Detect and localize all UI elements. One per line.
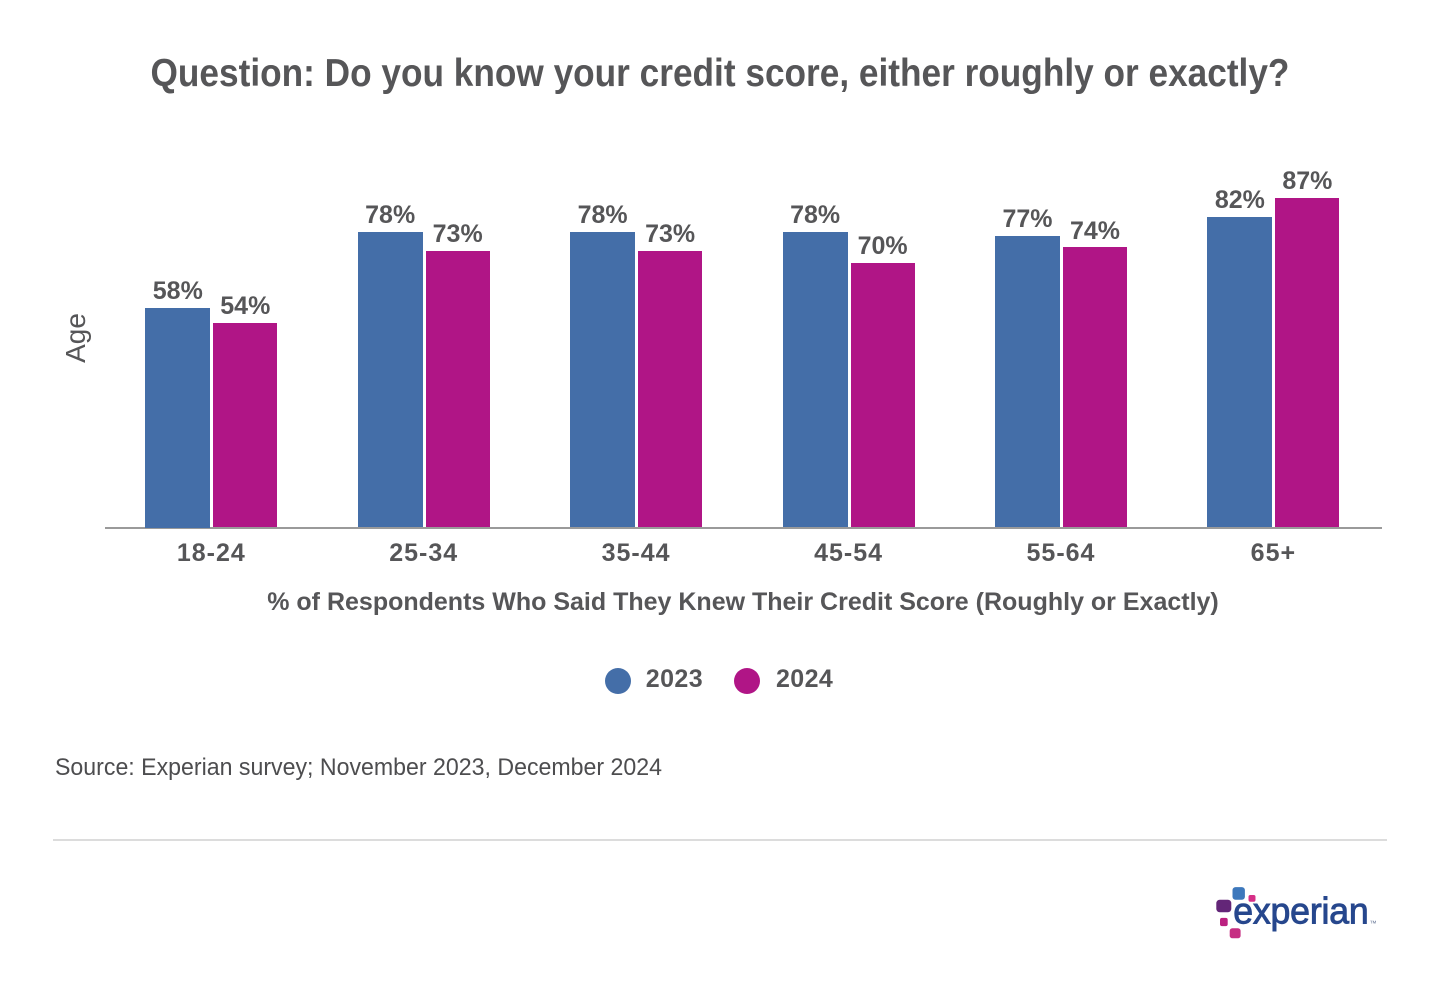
svg-text:™: ™ xyxy=(1370,921,1377,928)
svg-text:experian: experian xyxy=(1233,890,1368,932)
